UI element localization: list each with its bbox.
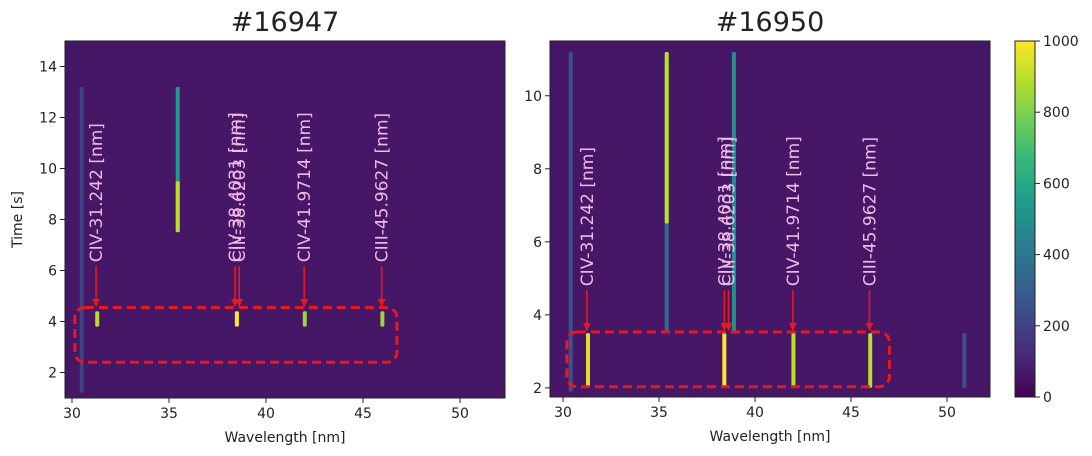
- y-tick-label: 10: [524, 89, 542, 105]
- x-tick-label: 45: [842, 405, 860, 421]
- annotation-label: CIV-38.4031 [nm]: [715, 136, 735, 286]
- annotation-label: CIII-38.6203 [nm]: [230, 113, 250, 262]
- spectral-streak: [962, 333, 967, 388]
- spectral-streak: [722, 333, 727, 388]
- y-tick-label: 8: [48, 213, 57, 229]
- heatmap-layer: [79, 86, 385, 393]
- annotation-label: CIV-41.9714 [nm]: [295, 112, 315, 262]
- colorbar-tick-label: 1000: [1043, 34, 1079, 50]
- annotation-label: CIII-45.9627 [nm]: [860, 137, 880, 286]
- y-tick-label: 14: [39, 60, 57, 76]
- colorbar-tick-label: 400: [1043, 248, 1070, 264]
- x-tick-label: 35: [650, 405, 668, 421]
- plot-frame: [549, 40, 991, 398]
- annotation-label: CIV-41.9714 [nm]: [784, 136, 804, 286]
- annotation-label: CIV-38.4031 [nm]: [226, 112, 246, 262]
- spectral-streak: [791, 333, 796, 388]
- x-tick-label: 45: [354, 406, 372, 422]
- highlight-box: [565, 330, 891, 389]
- heatmap-background: [65, 41, 505, 398]
- x-tick-label: 30: [63, 406, 81, 422]
- annotation-label: CIII-38.6203 [nm]: [720, 137, 740, 286]
- y-tick-label: 4: [48, 315, 57, 331]
- y-tick-label: 2: [533, 381, 542, 397]
- chart-title: #16950: [716, 7, 825, 38]
- colorbar-tick-label: 0: [1043, 390, 1052, 406]
- spectral-streak: [175, 181, 180, 233]
- spectral-streak: [79, 86, 84, 393]
- spectral-streak: [586, 333, 591, 388]
- x-tick-label: 40: [257, 406, 275, 422]
- spectral-streak: [380, 311, 385, 327]
- highlight-box: [73, 305, 399, 364]
- chart-title: #16947: [231, 7, 340, 38]
- colorbar-tick-label: 200: [1043, 319, 1070, 335]
- spectral-streak: [95, 311, 100, 327]
- spectral-streak: [731, 51, 736, 334]
- y-tick-label: 6: [48, 264, 57, 280]
- y-axis-label: Time [s]: [10, 191, 26, 249]
- x-tick-label: 50: [451, 406, 469, 422]
- y-tick-label: 2: [48, 366, 57, 382]
- x-tick-label: 40: [746, 405, 764, 421]
- x-axis-label: Wavelength [nm]: [710, 429, 831, 445]
- y-tick-label: 12: [39, 111, 57, 127]
- colorbar: [1014, 40, 1036, 398]
- spectral-streak: [868, 333, 873, 388]
- x-tick-label: 50: [938, 405, 956, 421]
- spectral-streak: [664, 51, 669, 224]
- spectral-streak: [302, 311, 307, 327]
- annotation-label: CIV-31.242 [nm]: [578, 147, 598, 286]
- x-tick-label: 30: [554, 405, 572, 421]
- y-tick-label: 6: [533, 235, 542, 251]
- spectral-streak: [234, 311, 239, 327]
- x-tick-label: 35: [160, 406, 178, 422]
- x-axis-label: Wavelength [nm]: [225, 430, 346, 446]
- annotation-label: CIV-31.242 [nm]: [87, 123, 107, 262]
- plot-frame: [64, 40, 506, 399]
- colorbar-tick-label: 800: [1043, 105, 1070, 121]
- y-tick-label: 10: [39, 162, 57, 178]
- annotation-label: CIII-45.9627 [nm]: [373, 113, 393, 262]
- heatmap-layer: [568, 51, 967, 392]
- y-tick-label: 8: [533, 162, 542, 178]
- y-tick-label: 4: [533, 308, 542, 324]
- heatmap-background: [550, 41, 990, 397]
- colorbar-tick-label: 600: [1043, 176, 1070, 192]
- spectral-streak: [568, 51, 573, 392]
